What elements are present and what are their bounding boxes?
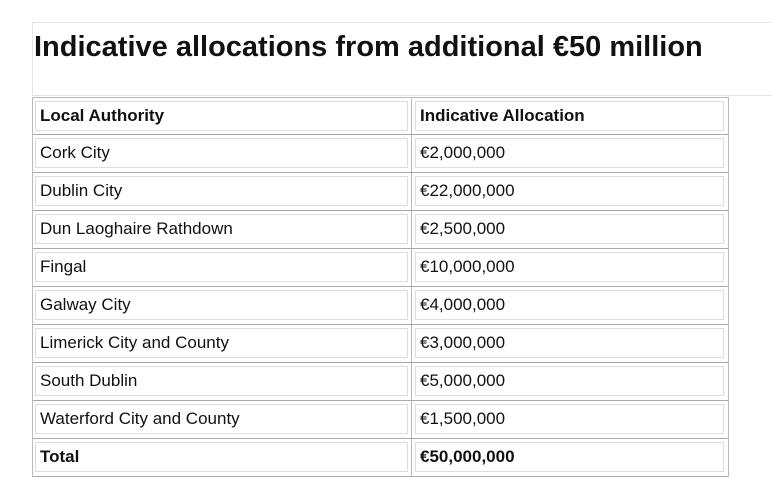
- allocation-cell: €10,000,000: [415, 252, 724, 282]
- column-separator: [411, 211, 412, 248]
- header-row: Local Authority Indicative Allocation: [33, 97, 728, 135]
- authority-cell: Cork City: [35, 138, 408, 168]
- column-separator: [411, 287, 412, 324]
- data-row: South Dublin €5,000,000: [33, 363, 728, 401]
- authority-cell: Dublin City: [35, 176, 408, 206]
- authority-cell: Total: [35, 442, 408, 472]
- allocation-table: Local Authority Indicative Allocation Cork…: [32, 97, 729, 477]
- allocation-cell: €2,000,000: [415, 138, 724, 168]
- authority-cell: Limerick City and County: [35, 328, 408, 358]
- allocation-cell: €50,000,000: [415, 442, 724, 472]
- allocation-cell: €2,500,000: [415, 214, 724, 244]
- allocation-cell: €5,000,000: [415, 366, 724, 396]
- data-row: Dublin City €22,000,000: [33, 173, 728, 211]
- authority-cell: Local Authority: [35, 101, 408, 131]
- title-box: Indicative allocations from additional €…: [32, 22, 772, 96]
- column-separator: [411, 325, 412, 362]
- allocation-cell: Indicative Allocation: [415, 101, 724, 131]
- column-separator: [411, 173, 412, 210]
- authority-cell: South Dublin: [35, 366, 408, 396]
- authority-cell: Waterford City and County: [35, 404, 408, 434]
- data-row: Galway City €4,000,000: [33, 287, 728, 325]
- data-row: Fingal €10,000,000: [33, 249, 728, 287]
- data-row: Cork City €2,000,000: [33, 135, 728, 173]
- page-title: Indicative allocations from additional €…: [34, 31, 703, 63]
- allocation-cell: €4,000,000: [415, 290, 724, 320]
- column-separator: [411, 98, 412, 134]
- total-row: Total €50,000,000: [33, 439, 728, 477]
- data-row: Limerick City and County €3,000,000: [33, 325, 728, 363]
- authority-cell: Fingal: [35, 252, 408, 282]
- authority-cell: Galway City: [35, 290, 408, 320]
- column-separator: [411, 401, 412, 438]
- allocation-cell: €3,000,000: [415, 328, 724, 358]
- allocation-cell: €22,000,000: [415, 176, 724, 206]
- column-separator: [411, 249, 412, 286]
- data-row: Waterford City and County €1,500,000: [33, 401, 728, 439]
- column-separator: [411, 363, 412, 400]
- column-separator: [411, 135, 412, 172]
- allocation-cell: €1,500,000: [415, 404, 724, 434]
- authority-cell: Dun Laoghaire Rathdown: [35, 214, 408, 244]
- column-separator: [411, 439, 412, 476]
- data-row: Dun Laoghaire Rathdown €2,500,000: [33, 211, 728, 249]
